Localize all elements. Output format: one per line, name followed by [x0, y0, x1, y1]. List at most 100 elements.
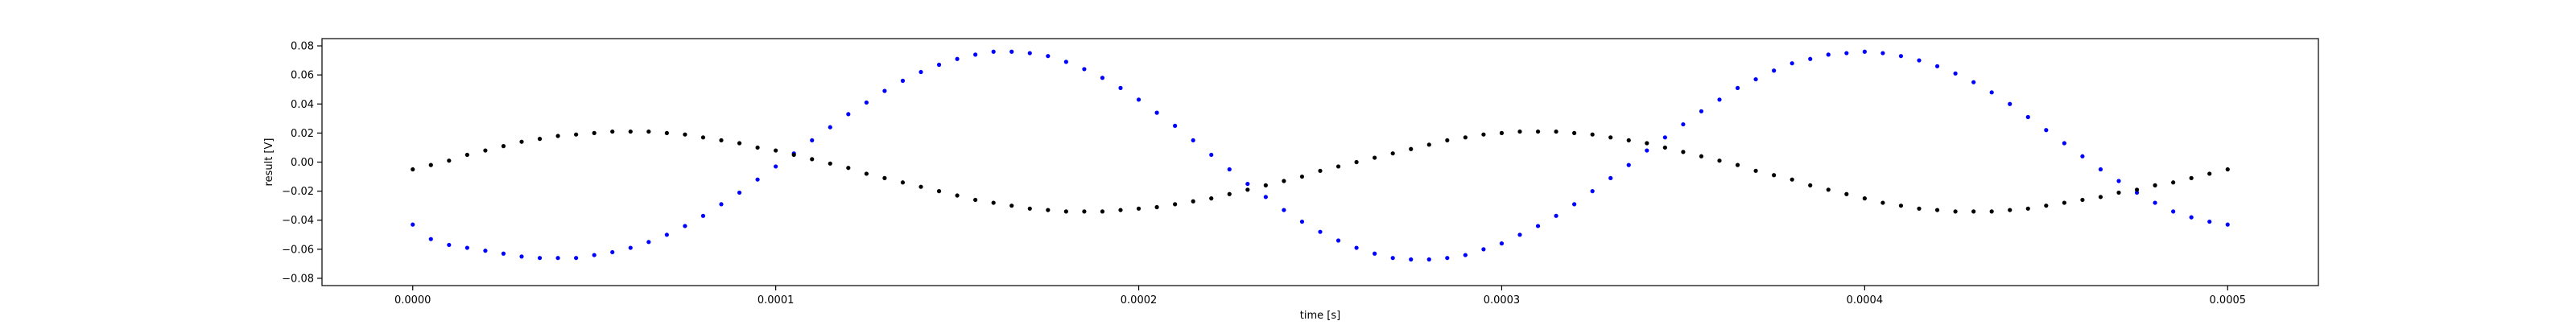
data-point — [1263, 183, 1268, 187]
data-point — [1173, 202, 1178, 207]
data-point — [1717, 158, 1722, 163]
data-point — [1989, 209, 1994, 214]
data-point — [592, 253, 597, 257]
data-point — [719, 138, 724, 143]
data-point — [1645, 148, 1649, 153]
data-point — [519, 254, 524, 259]
data-point — [1082, 67, 1087, 72]
x-axis: 0.0000 0.0001 0.0002 0.0003 0.0004 0.0005 — [394, 286, 2246, 306]
data-point — [646, 129, 651, 134]
data-point — [1662, 135, 1667, 140]
data-point — [1390, 151, 1395, 156]
data-point — [683, 224, 687, 228]
data-point — [1862, 196, 1867, 201]
data-point — [1608, 175, 1613, 180]
data-point — [1826, 187, 1831, 192]
data-point — [1590, 132, 1595, 137]
data-point — [574, 132, 579, 137]
x-axis-label: time [s] — [1300, 310, 1340, 322]
data-point — [700, 213, 706, 218]
data-point — [1681, 121, 1686, 127]
data-point — [900, 180, 906, 185]
data-point — [1880, 51, 1885, 56]
data-point — [719, 202, 724, 207]
data-point — [1335, 238, 1341, 243]
data-point — [1063, 209, 1068, 214]
data-point — [1499, 130, 1505, 135]
data-point — [2044, 204, 2049, 208]
data-point — [1735, 85, 1740, 90]
data-point — [1299, 174, 1305, 179]
data-point — [1354, 245, 1359, 250]
data-point — [1898, 204, 1904, 208]
data-point — [1046, 208, 1051, 212]
data-point — [2171, 209, 2176, 214]
data-point — [828, 125, 832, 130]
y-tick-label: 0.06 — [291, 70, 314, 82]
data-point — [2225, 222, 2230, 227]
data-point — [1772, 173, 1777, 178]
data-point — [846, 166, 851, 171]
data-point — [1299, 219, 1305, 224]
data-point — [428, 237, 433, 241]
data-point — [1390, 256, 1395, 261]
data-point — [1790, 177, 1794, 182]
data-point — [464, 152, 469, 158]
data-point — [1808, 183, 1813, 187]
data-point — [1572, 202, 1577, 207]
data-point — [1409, 146, 1414, 151]
data-point — [1989, 90, 1994, 95]
data-point — [628, 245, 633, 250]
data-point — [519, 139, 524, 144]
data-point — [1590, 189, 1595, 194]
data-point — [1027, 51, 1032, 56]
data-point — [1227, 167, 1232, 172]
data-point — [1645, 141, 1649, 146]
data-point — [1535, 224, 1541, 228]
data-point — [700, 135, 706, 140]
data-point — [1100, 209, 1105, 214]
y-tick-label: −0.06 — [282, 244, 314, 256]
data-point — [1826, 52, 1831, 57]
data-point — [1154, 204, 1159, 210]
data-point — [610, 249, 615, 255]
data-point — [2098, 167, 2103, 172]
data-point — [846, 112, 851, 117]
data-point — [1426, 257, 1431, 262]
data-point — [428, 162, 433, 167]
data-point — [2116, 179, 2121, 183]
data-point — [1063, 60, 1068, 64]
data-point — [2080, 154, 2085, 158]
data-point — [882, 88, 887, 93]
data-point — [2025, 206, 2030, 211]
data-point — [1046, 54, 1051, 59]
data-point — [882, 175, 887, 180]
x-tick-label: 0.0003 — [1484, 294, 1521, 306]
data-point — [1209, 152, 1214, 158]
data-point — [1517, 232, 1522, 237]
data-point — [1282, 208, 1286, 212]
data-point — [483, 148, 488, 153]
data-point — [1971, 209, 1976, 214]
data-point — [1554, 213, 1558, 218]
data-point — [574, 256, 579, 261]
data-point — [664, 232, 669, 237]
data-point — [411, 222, 415, 227]
data-point — [900, 78, 906, 83]
data-point — [2189, 215, 2194, 220]
data-point — [1917, 206, 1922, 211]
data-point — [1100, 76, 1105, 80]
data-point — [2207, 171, 2212, 176]
series-1 — [411, 49, 2230, 262]
data-point — [991, 200, 996, 205]
data-point — [864, 171, 869, 176]
data-point — [936, 189, 942, 194]
data-point — [537, 256, 543, 261]
data-point — [2025, 114, 2030, 120]
x-tick-label: 0.0005 — [2210, 294, 2247, 306]
data-point — [2153, 183, 2157, 187]
data-point — [464, 245, 469, 250]
data-point — [1953, 71, 1958, 76]
data-point — [1118, 85, 1123, 90]
y-tick-label: 0.02 — [291, 128, 314, 140]
